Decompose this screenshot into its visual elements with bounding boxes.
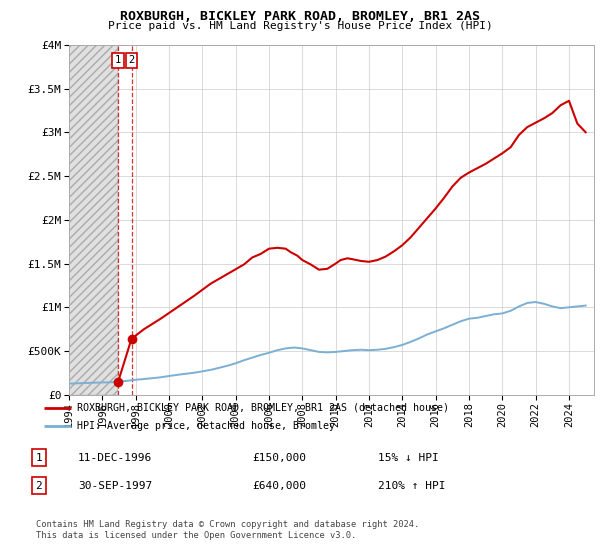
Text: HPI: Average price, detached house, Bromley: HPI: Average price, detached house, Brom… (77, 421, 335, 431)
Bar (69, 45, 118, 395)
Text: ROXBURGH, BICKLEY PARK ROAD, BROMLEY, BR1 2AS: ROXBURGH, BICKLEY PARK ROAD, BROMLEY, BR… (120, 10, 480, 22)
Text: 1: 1 (35, 452, 43, 463)
Text: 210% ↑ HPI: 210% ↑ HPI (378, 480, 445, 491)
Text: 11-DEC-1996: 11-DEC-1996 (78, 452, 152, 463)
Text: 2: 2 (35, 480, 43, 491)
Text: Contains HM Land Registry data © Crown copyright and database right 2024.: Contains HM Land Registry data © Crown c… (36, 520, 419, 529)
Text: £640,000: £640,000 (252, 480, 306, 491)
Text: 30-SEP-1997: 30-SEP-1997 (78, 480, 152, 491)
Text: ROXBURGH, BICKLEY PARK ROAD, BROMLEY, BR1 2AS (detached house): ROXBURGH, BICKLEY PARK ROAD, BROMLEY, BR… (77, 403, 449, 413)
Text: 15% ↓ HPI: 15% ↓ HPI (378, 452, 439, 463)
Text: This data is licensed under the Open Government Licence v3.0.: This data is licensed under the Open Gov… (36, 531, 356, 540)
Text: 2: 2 (128, 55, 134, 66)
Text: 1: 1 (115, 55, 121, 66)
Text: Price paid vs. HM Land Registry's House Price Index (HPI): Price paid vs. HM Land Registry's House … (107, 21, 493, 31)
Text: £150,000: £150,000 (252, 452, 306, 463)
